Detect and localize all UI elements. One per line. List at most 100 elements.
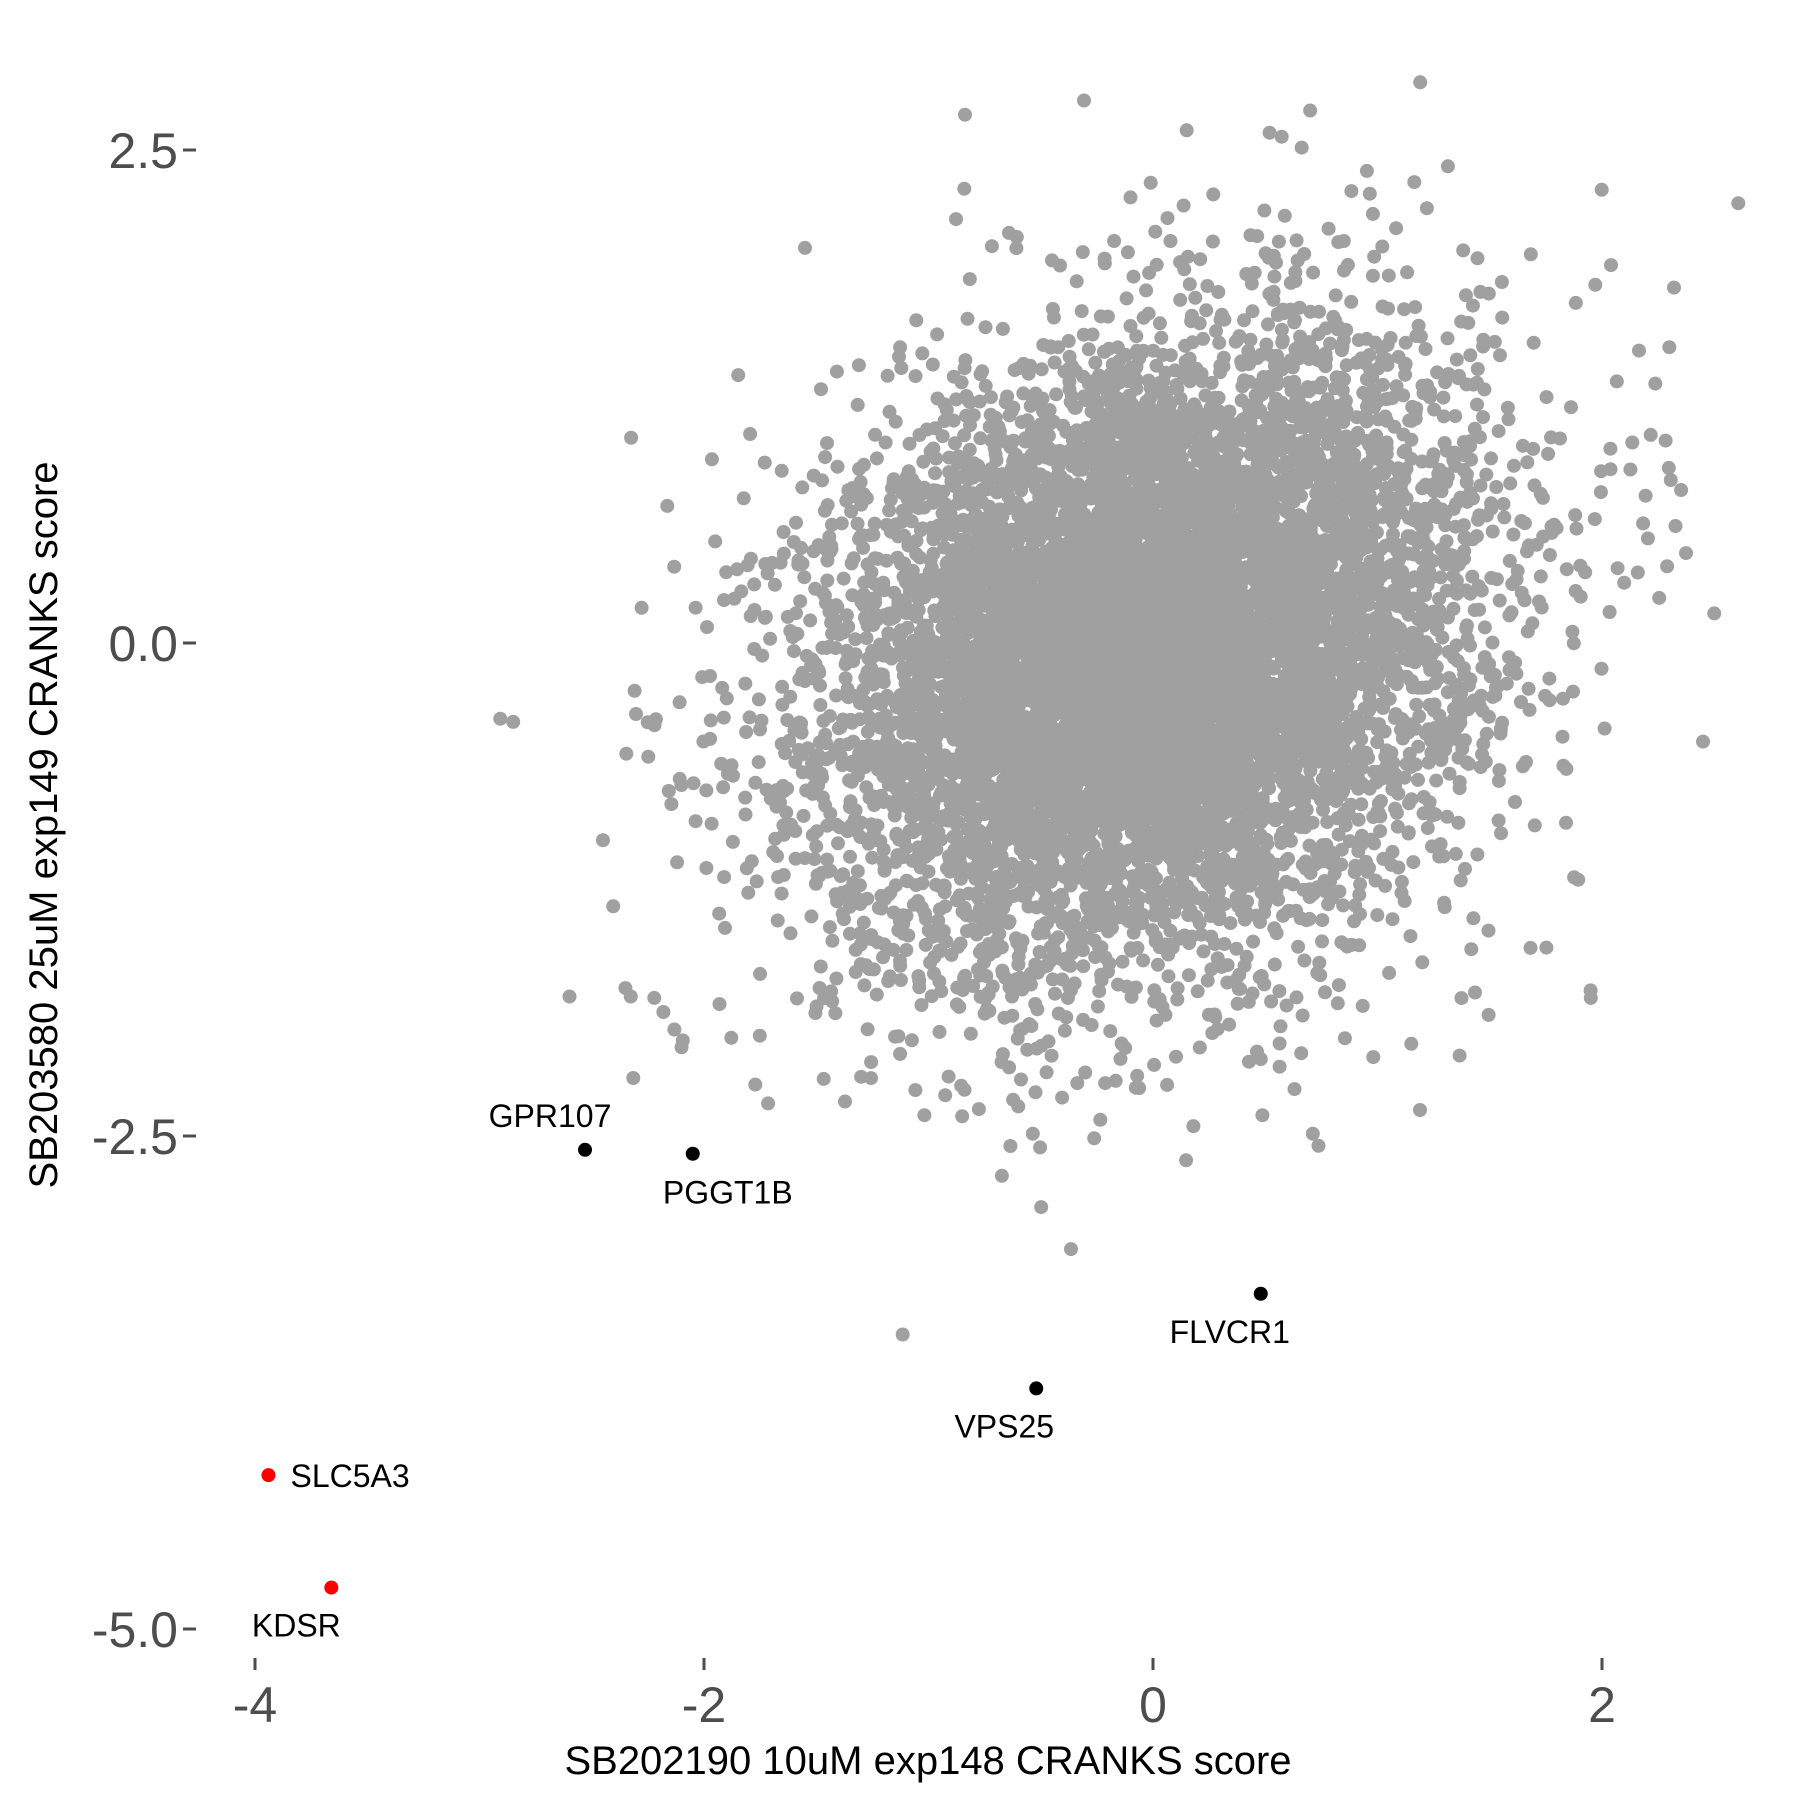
- background-point: [1456, 243, 1471, 258]
- background-point: [1542, 671, 1557, 686]
- background-point: [1597, 721, 1612, 736]
- background-point: [1081, 342, 1096, 357]
- background-point: [1489, 480, 1504, 494]
- background-point: [1559, 761, 1574, 776]
- background-point: [1014, 1072, 1028, 1087]
- background-point: [893, 1046, 908, 1061]
- background-points: [493, 75, 1746, 1342]
- background-point: [1569, 521, 1584, 536]
- background-point: [850, 516, 865, 531]
- background-point: [1465, 298, 1480, 313]
- background-point: [749, 874, 764, 889]
- background-point: [1638, 488, 1653, 503]
- background-point: [1139, 283, 1154, 298]
- background-point: [853, 475, 868, 490]
- background-point: [1064, 1242, 1078, 1257]
- background-point: [938, 1088, 953, 1103]
- background-point: [670, 855, 685, 870]
- background-point: [783, 926, 798, 941]
- background-point: [799, 783, 814, 798]
- background-point: [667, 1022, 682, 1037]
- background-point: [1568, 508, 1583, 523]
- background-point: [873, 720, 888, 735]
- background-point: [1130, 1068, 1145, 1083]
- background-point: [1442, 766, 1457, 781]
- background-point: [1014, 483, 1029, 498]
- background-point: [896, 660, 910, 675]
- background-point: [1370, 908, 1385, 923]
- background-point: [699, 861, 714, 875]
- background-point: [717, 593, 731, 608]
- background-point: [742, 710, 757, 725]
- background-point: [1311, 1138, 1326, 1153]
- background-point: [928, 466, 942, 481]
- background-point: [861, 738, 876, 753]
- background-point: [1321, 221, 1336, 236]
- background-point: [856, 540, 871, 555]
- background-point: [700, 620, 714, 635]
- background-point: [1287, 1082, 1302, 1097]
- background-point: [944, 947, 959, 962]
- background-point: [1257, 203, 1272, 218]
- background-point: [1674, 483, 1689, 497]
- background-point: [626, 1071, 641, 1085]
- background-point: [937, 414, 952, 428]
- background-point: [629, 707, 643, 721]
- background-point: [895, 1327, 910, 1342]
- background-point: [1353, 877, 1368, 892]
- background-point: [888, 1029, 903, 1044]
- background-point: [853, 926, 867, 941]
- background-point: [648, 712, 663, 727]
- background-point: [1315, 934, 1329, 949]
- background-point: [714, 756, 729, 771]
- background-point: [1373, 824, 1388, 839]
- background-point: [829, 971, 844, 986]
- background-point: [641, 749, 656, 764]
- background-point: [739, 725, 754, 739]
- background-point: [1501, 412, 1516, 427]
- background-point: [1411, 772, 1425, 787]
- background-point: [820, 436, 834, 451]
- background-point: [1136, 953, 1151, 968]
- background-point: [985, 979, 1000, 994]
- background-point: [1160, 1077, 1175, 1092]
- background-point: [797, 570, 812, 585]
- background-point: [1419, 201, 1434, 216]
- background-point: [1515, 438, 1530, 453]
- background-point: [1123, 190, 1138, 205]
- background-point: [851, 358, 866, 373]
- background-point: [808, 1006, 823, 1021]
- background-point: [1397, 894, 1412, 908]
- background-point: [699, 783, 714, 798]
- background-point: [1470, 251, 1485, 266]
- background-point: [1506, 527, 1521, 542]
- background-point: [1508, 655, 1523, 670]
- background-point: [1178, 338, 1193, 353]
- background-point: [896, 926, 911, 941]
- background-point: [1088, 355, 1103, 370]
- background-point: [770, 913, 785, 928]
- background-point: [716, 780, 731, 795]
- background-point: [1263, 348, 1278, 363]
- background-point: [1205, 234, 1220, 249]
- background-point: [1213, 365, 1228, 380]
- background-point: [1609, 374, 1624, 389]
- background-point: [672, 695, 687, 710]
- background-point: [736, 491, 751, 506]
- background-point: [1499, 676, 1514, 691]
- background-point: [1517, 592, 1532, 607]
- background-point: [1028, 997, 1043, 1011]
- background-point: [1256, 370, 1271, 384]
- background-point: [843, 849, 857, 864]
- background-point: [1404, 792, 1419, 807]
- background-point: [1418, 342, 1433, 356]
- background-point: [1087, 1131, 1102, 1146]
- background-point: [1413, 1103, 1427, 1117]
- background-point: [1491, 424, 1506, 439]
- background-point: [1053, 258, 1067, 273]
- background-point: [1198, 388, 1213, 403]
- background-point: [1413, 75, 1428, 90]
- background-point: [704, 816, 719, 831]
- background-point: [883, 492, 898, 507]
- background-point: [763, 631, 778, 646]
